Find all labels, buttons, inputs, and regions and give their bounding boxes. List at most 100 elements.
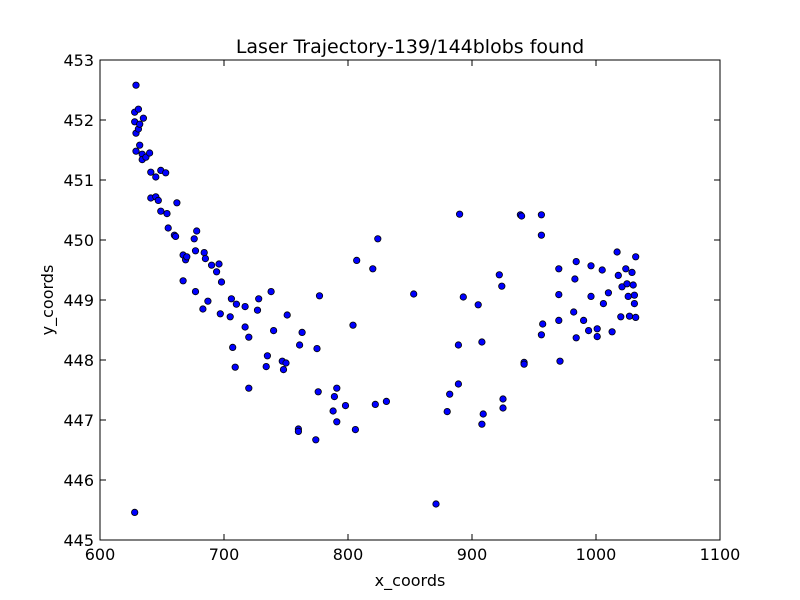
data-point-74 — [333, 418, 341, 426]
data-point-69 — [315, 292, 324, 300]
data-point-133 — [628, 268, 636, 276]
data-point-71 — [329, 407, 337, 415]
data-point-85 — [443, 407, 451, 416]
data-point-72 — [330, 392, 338, 401]
data-point-130 — [623, 280, 631, 288]
data-point-78 — [351, 425, 359, 434]
data-point-47 — [241, 302, 249, 311]
data-point-68 — [314, 388, 322, 396]
data-point-42 — [199, 305, 207, 313]
data-point-94 — [478, 420, 486, 428]
data-point-58 — [269, 326, 278, 335]
data-point-76 — [349, 321, 357, 329]
data-point-109 — [555, 316, 563, 324]
data-point-119 — [593, 325, 601, 333]
data-point-139 — [131, 508, 139, 517]
data-point-136 — [630, 291, 639, 299]
data-point-9 — [136, 141, 144, 149]
data-point-33 — [191, 247, 200, 255]
data-point-104 — [537, 231, 546, 239]
data-point-61 — [282, 359, 290, 367]
y-tick-label-449: 449 — [63, 291, 94, 310]
data-point-31 — [190, 235, 198, 243]
data-point-49 — [231, 363, 239, 371]
data-point-106 — [537, 331, 546, 339]
data-point-127 — [617, 313, 625, 321]
data-point-0 — [132, 81, 140, 89]
x-tick-label-800: 800 — [333, 545, 364, 564]
data-point-135 — [630, 299, 639, 308]
data-point-57 — [267, 287, 275, 296]
data-point-52 — [245, 384, 253, 392]
data-point-67 — [313, 344, 321, 353]
data-point-118 — [587, 262, 595, 270]
data-point-38 — [215, 260, 223, 268]
data-point-70 — [312, 436, 320, 444]
data-point-13 — [146, 149, 154, 157]
data-point-60 — [279, 365, 288, 374]
data-point-137 — [632, 313, 640, 321]
data-point-56 — [262, 362, 270, 371]
data-point-40 — [191, 287, 200, 296]
data-point-105 — [539, 320, 547, 328]
data-point-100 — [517, 212, 526, 220]
data-point-66 — [294, 427, 302, 435]
data-point-138 — [632, 253, 640, 261]
data-point-91 — [474, 301, 482, 309]
data-point-17 — [162, 169, 170, 177]
data-point-41 — [204, 297, 212, 305]
data-point-48 — [229, 343, 237, 351]
data-point-98 — [499, 404, 507, 412]
data-point-39 — [217, 278, 226, 286]
data-point-113 — [572, 257, 580, 266]
data-point-20 — [154, 196, 162, 204]
data-point-111 — [570, 308, 578, 316]
data-point-75 — [341, 401, 350, 410]
data-point-8 — [132, 147, 140, 155]
y-tick-label-452: 452 — [63, 111, 94, 130]
data-point-15 — [152, 173, 160, 181]
data-point-117 — [587, 292, 595, 300]
data-point-114 — [572, 334, 580, 342]
data-point-89 — [455, 210, 464, 218]
data-point-121 — [598, 266, 606, 274]
data-point-87 — [454, 341, 462, 349]
data-point-126 — [614, 271, 622, 279]
data-point-81 — [374, 235, 382, 243]
data-point-108 — [555, 290, 563, 299]
data-point-103 — [537, 211, 546, 219]
y-tick-label-445: 445 — [63, 531, 94, 550]
points-layer — [131, 81, 640, 517]
data-point-90 — [459, 293, 467, 301]
data-point-45 — [227, 295, 235, 303]
y-tick-label-453: 453 — [63, 51, 94, 70]
data-point-131 — [624, 292, 632, 300]
data-point-35 — [201, 255, 209, 263]
data-point-53 — [253, 306, 262, 314]
data-point-23 — [164, 224, 172, 232]
data-point-55 — [263, 352, 271, 360]
data-point-77 — [353, 256, 361, 264]
data-point-54 — [255, 295, 263, 303]
data-point-6 — [136, 120, 144, 128]
data-point-79 — [369, 265, 377, 273]
data-point-50 — [241, 323, 249, 331]
data-point-26 — [173, 199, 181, 207]
data-point-21 — [157, 207, 165, 215]
axis-ticks: 600 700 800 900 1000 1100 445 446 447 448 449 450 45… — [63, 51, 740, 564]
data-point-84 — [432, 500, 440, 508]
data-point-30 — [179, 277, 187, 285]
data-point-63 — [295, 341, 304, 349]
data-point-62 — [283, 311, 291, 319]
data-point-44 — [226, 313, 234, 321]
data-point-36 — [208, 261, 216, 269]
data-point-14 — [147, 168, 155, 176]
x-tick-label-600: 600 — [85, 545, 116, 564]
data-point-95 — [495, 271, 503, 279]
data-point-107 — [555, 265, 563, 273]
data-point-34 — [200, 249, 208, 257]
x-axis-title: x_coords — [375, 571, 446, 591]
data-point-37 — [213, 268, 221, 276]
data-point-80 — [371, 400, 379, 408]
